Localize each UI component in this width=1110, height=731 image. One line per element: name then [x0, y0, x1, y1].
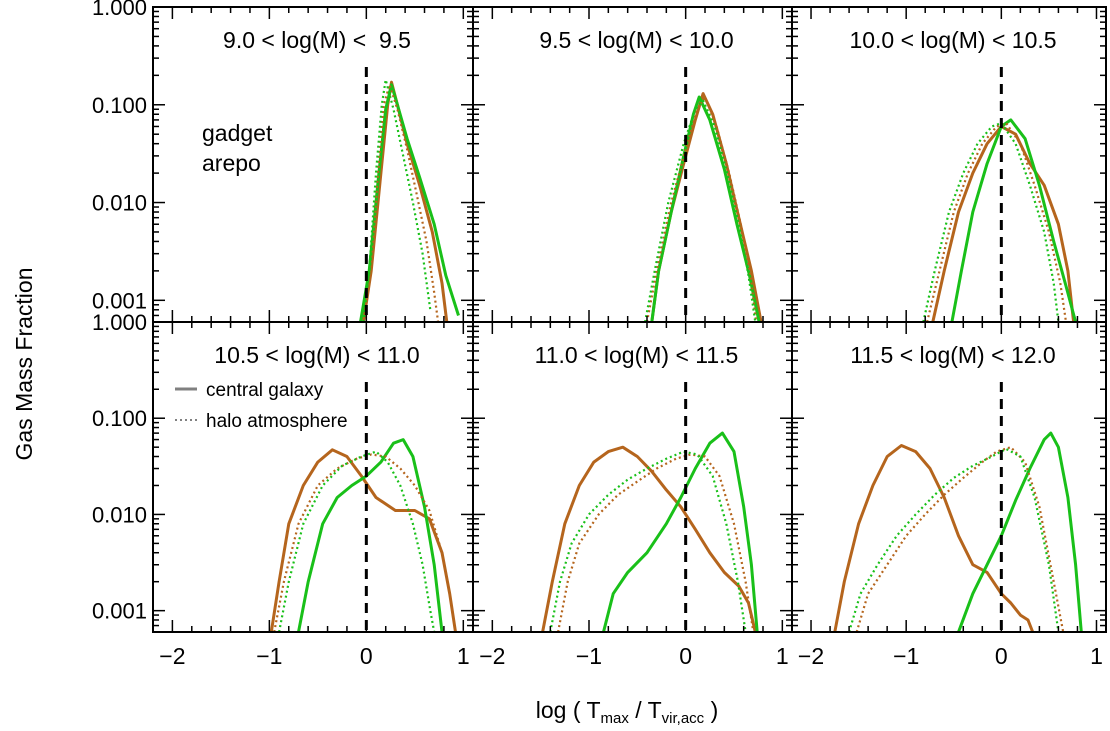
y-tick-label: 0.100 — [92, 93, 147, 118]
gadget-solid-line — [931, 125, 1076, 322]
legend-arepo: arepo — [202, 150, 261, 176]
arepo-dotted-line — [644, 99, 757, 322]
panel-title: 10.5 < log(M) < 11.0 — [214, 342, 419, 368]
x-tick-label: −1 — [893, 643, 919, 669]
series-group — [541, 431, 759, 632]
panels: 0.001 0.010 0.100 1.000 9.0 < log(M) < 9.5 9.… — [92, 0, 1107, 669]
series-group — [359, 78, 460, 322]
legend-gadget: gadget — [202, 120, 273, 146]
panel-1: 0.001 0.010 0.100 1.000 9.0 < log(M) < 9.5 — [92, 0, 474, 323]
arepo-solid-line — [602, 431, 759, 632]
arepo-solid-line — [359, 83, 460, 322]
y-tick-label: 0.100 — [92, 406, 147, 431]
panel-frame — [152, 321, 474, 633]
series-group — [833, 431, 1083, 632]
panel-title: 9.5 < log(M) < 10.0 — [539, 27, 733, 53]
panel-frame — [472, 321, 793, 633]
panel-title: 11.5 < log(M) < 12.0 — [850, 342, 1055, 368]
panel-frame — [472, 6, 793, 323]
arepo-solid-line — [950, 118, 1078, 322]
x-axis-label-sub1: max — [601, 710, 630, 727]
series-group — [644, 92, 763, 322]
y-tick-label: 0.010 — [92, 191, 147, 216]
panel-frame — [791, 321, 1107, 633]
arepo-dotted-line — [362, 78, 432, 322]
x-tick-label: −1 — [576, 643, 602, 669]
y-axis-label: Gas Mass Fraction — [11, 268, 37, 461]
gadget-solid-line — [541, 445, 757, 632]
y-tick-label: 0.001 — [92, 599, 147, 624]
panel-title: 9.0 < log(M) < 9.5 — [223, 27, 411, 53]
x-tick-label: −2 — [798, 643, 824, 669]
panel-title: 10.0 < log(M) < 10.5 — [849, 27, 1056, 53]
series-group — [922, 118, 1078, 322]
x-tick-label: 1 — [1090, 643, 1103, 669]
panel-title: 11.0 < log(M) < 11.5 — [535, 342, 739, 368]
legend-central: central galaxy — [206, 380, 324, 401]
y-tick-label: 0.001 — [92, 288, 147, 313]
x-axis-label: log ( Tmax / Tvir,acc ) — [536, 697, 719, 727]
arepo-solid-line — [297, 438, 444, 632]
gadget-solid-line — [269, 448, 457, 632]
gadget-solid-line — [833, 444, 1035, 632]
legend-halo: halo atmosphere — [206, 411, 348, 432]
x-axis-label-main: log ( T — [536, 697, 601, 723]
x-tick-label: −2 — [159, 643, 185, 669]
x-tick-label: −1 — [256, 643, 282, 669]
x-axis-label-end: ) — [704, 697, 718, 723]
x-tick-label: 0 — [360, 643, 373, 669]
x-axis-label-mid: / T — [629, 697, 662, 723]
legend: gadget arepo central galaxy halo atmosph… — [175, 120, 348, 432]
panel-3: 10.0 < log(M) < 10.5 — [791, 6, 1107, 323]
gadget-dotted-line — [557, 453, 755, 632]
y-tick-label: 0.010 — [92, 502, 147, 527]
arepo-dotted-line — [549, 450, 747, 632]
x-tick-label: 1 — [776, 643, 789, 669]
series-group — [269, 438, 457, 632]
arepo-dotted-line — [278, 450, 436, 632]
gadget-dotted-line — [855, 446, 1065, 632]
gadget-dotted-line — [926, 121, 1068, 322]
arepo-dotted-line — [922, 121, 1060, 322]
gadget-dotted-line — [645, 95, 758, 322]
panel-5: −2 −1 0 1 11.0 < log(M) < 11.5 — [472, 321, 793, 669]
y-tick-label: 1.000 — [92, 0, 147, 20]
panel-2: 9.5 < log(M) < 10.0 — [472, 6, 793, 323]
panel-frame — [152, 6, 474, 323]
x-tick-label: 0 — [679, 643, 692, 669]
x-axis-label-sub2: vir,acc — [662, 710, 705, 727]
panel-6: −2 −1 0 1 11.5 < log(M) < 12.0 — [791, 321, 1107, 669]
arepo-dotted-line — [848, 447, 1060, 632]
x-tick-label: −2 — [479, 643, 505, 669]
y-tick-label: 1.000 — [92, 310, 147, 335]
arepo-solid-line — [650, 95, 761, 322]
panel-4: 0.001 0.010 0.100 1.000 −2 −1 0 1 10.5 < log(M) … — [92, 310, 474, 669]
x-tick-label: 1 — [457, 643, 470, 669]
arepo-solid-line — [957, 431, 1083, 632]
x-tick-label: 0 — [995, 643, 1008, 669]
